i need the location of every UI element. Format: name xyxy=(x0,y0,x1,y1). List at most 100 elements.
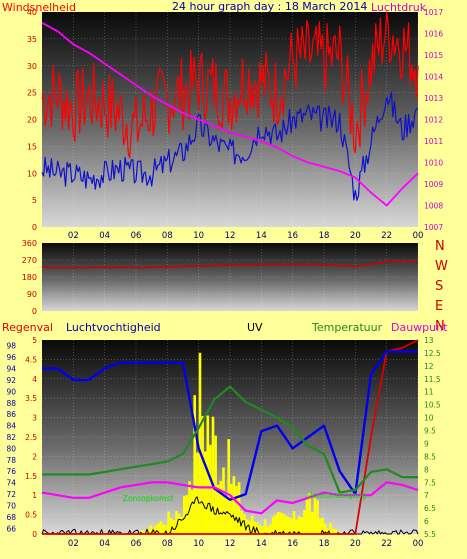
solar-bar xyxy=(222,467,225,534)
chart-title: 24 hour graph day : 18 March 2014 xyxy=(172,0,367,13)
temperature-tick-label: 12.5 xyxy=(424,349,441,358)
solar-bar xyxy=(188,481,191,534)
compass-n-bottom: N xyxy=(435,319,445,334)
rain-tick-label: 4 xyxy=(32,375,37,384)
pressure-tick-label: 1008 xyxy=(424,202,443,211)
humidity-tick-label: 76 xyxy=(6,467,16,476)
wind-average-line xyxy=(41,91,419,201)
time-tick-label: 10 xyxy=(193,539,204,549)
time-tick-label: 12 xyxy=(225,231,236,241)
temperature-tick-label: 6.5 xyxy=(424,504,436,513)
solar-bar xyxy=(282,513,285,534)
temperature-tick-label: 10 xyxy=(424,414,434,423)
temperature-tick-label: 8.5 xyxy=(424,452,436,461)
solar-bar xyxy=(250,515,254,534)
solar-bar xyxy=(300,517,304,534)
solar-bar xyxy=(198,352,202,534)
time-tick-label: 06 xyxy=(131,539,142,549)
axis-labels: 0510152025303540100710081009101010111012… xyxy=(6,8,443,549)
solar-bar xyxy=(164,525,168,534)
time-tick-label: 14 xyxy=(256,539,267,549)
solar-bar xyxy=(253,521,257,534)
time-tick-label: 18 xyxy=(319,231,330,241)
temperature-tick-label: 10.5 xyxy=(424,401,441,410)
temperature-tick-label: 8 xyxy=(424,465,429,474)
solar-bar xyxy=(159,520,163,534)
pressure-tick-label: 1017 xyxy=(424,8,443,17)
wind-speed-tick-label: 20 xyxy=(27,116,37,125)
sunset-annotation: Zonsondergang xyxy=(308,491,367,500)
chart-marks xyxy=(41,11,419,535)
rain-tick-label: 0.5 xyxy=(25,511,37,520)
solar-bar xyxy=(271,516,275,534)
solar-bar xyxy=(175,510,178,534)
solar-bar xyxy=(190,489,194,534)
time-tick-label: 08 xyxy=(162,231,173,241)
solar-bar xyxy=(154,526,157,534)
solar-bar xyxy=(266,526,270,534)
solar-bar xyxy=(321,517,324,534)
rain-line xyxy=(42,339,419,535)
direction-tick-label: 90 xyxy=(27,290,37,299)
pressure-tick-label: 1012 xyxy=(424,116,443,125)
solar-bar xyxy=(141,530,144,534)
direction-tick-label: 180 xyxy=(22,273,37,282)
solar-bar xyxy=(313,495,317,534)
rain-tick-label: 1.5 xyxy=(25,472,37,481)
time-tick-label: 02 xyxy=(68,539,79,549)
solar-bar xyxy=(180,516,183,534)
solar-bar xyxy=(308,492,311,534)
solar-bar xyxy=(203,451,207,534)
solar-bar xyxy=(169,517,173,534)
solar-bar xyxy=(292,511,296,534)
temperature-tick-label: 6 xyxy=(424,517,429,526)
temperature-tick-label: 9.5 xyxy=(424,427,436,436)
temperature-tick-label: 11.5 xyxy=(424,375,441,384)
solar-bar xyxy=(224,497,228,534)
solar-bar xyxy=(149,524,152,534)
temperature-tick-label: 7 xyxy=(424,491,429,500)
solar-bar xyxy=(261,526,264,534)
direction-tick-label: 0 xyxy=(32,307,37,316)
compass-n-top: N xyxy=(435,239,445,254)
solar-bar xyxy=(290,518,293,534)
solar-bar xyxy=(232,476,236,534)
solar-bar xyxy=(183,496,186,534)
direction-panel-bg xyxy=(42,243,418,311)
wind-speed-axis-title: Windsnelheid xyxy=(2,1,76,14)
temperature-label: Temperatuur xyxy=(311,321,383,334)
time-tick-label: 04 xyxy=(99,539,110,549)
dewpoint-line xyxy=(41,481,419,515)
solar-bar xyxy=(237,482,241,534)
wind-panel-bg xyxy=(42,12,418,227)
humidity-tick-label: 68 xyxy=(6,513,16,522)
humidity-tick-label: 94 xyxy=(6,365,16,374)
compass-s: S xyxy=(435,279,443,294)
humidity-tick-label: 82 xyxy=(6,433,16,442)
time-tick-label: 00 xyxy=(413,539,424,549)
time-tick-label: 22 xyxy=(381,231,392,241)
temperature-tick-label: 12 xyxy=(424,362,434,371)
pressure-tick-label: 1010 xyxy=(424,159,443,168)
solar-bar xyxy=(326,528,330,534)
pressure-tick-label: 1009 xyxy=(424,180,443,189)
temperature-tick-label: 13 xyxy=(424,336,434,345)
solar-bar xyxy=(305,498,309,534)
solar-bar xyxy=(167,511,170,534)
solar-bar xyxy=(334,528,337,534)
uv-label: UV xyxy=(247,321,263,334)
solar-bar xyxy=(287,517,290,534)
temperature-tick-label: 11 xyxy=(424,388,434,397)
solar-bar xyxy=(329,522,332,534)
pressure-tick-label: 1014 xyxy=(424,73,443,82)
wind-speed-tick-label: 15 xyxy=(27,142,37,151)
wind-speed-tick-label: 35 xyxy=(27,35,37,44)
humidity-label: Luchtvochtigheid xyxy=(66,321,161,334)
time-tick-label: 20 xyxy=(350,539,361,549)
solar-bar xyxy=(256,522,259,534)
pressure-axis-title: Luchtdruk xyxy=(371,1,427,14)
compass-w: W xyxy=(435,259,448,274)
direction-tick-label: 270 xyxy=(22,256,37,265)
temperature-tick-label: 7.5 xyxy=(424,478,436,487)
